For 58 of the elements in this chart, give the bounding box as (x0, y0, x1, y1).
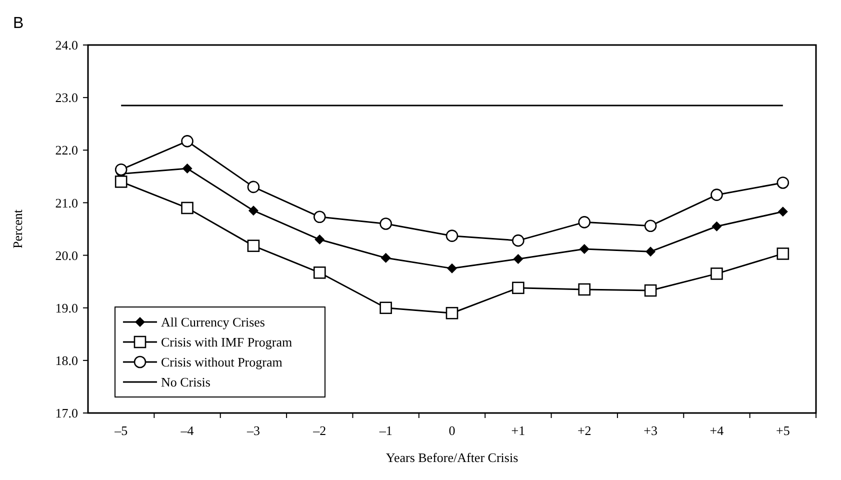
point (578, 216, 591, 228)
x-tick-label: –4 (180, 423, 194, 438)
point (644, 284, 657, 297)
y-axis-title: Percent (10, 209, 25, 248)
point (380, 218, 392, 230)
legend-label: Crisis without Program (161, 354, 282, 370)
point (578, 283, 591, 296)
point (313, 266, 326, 279)
x-tick-label: +5 (776, 423, 790, 438)
y-tick-label: 17.0 (55, 406, 78, 421)
x-tick-label: +4 (710, 423, 724, 438)
point (447, 263, 457, 274)
y-tick-label: 18.0 (55, 352, 78, 368)
x-tick-label: +1 (511, 423, 526, 438)
x-axis-title: Years Before/After Crisis (386, 450, 518, 465)
point (710, 188, 723, 201)
x-tick-label: +3 (644, 423, 658, 438)
x-tick-label: –2 (312, 423, 326, 438)
point (776, 248, 790, 260)
point (114, 176, 128, 188)
point (579, 244, 590, 254)
point (182, 164, 192, 174)
point (446, 306, 458, 320)
point (247, 180, 260, 194)
point (776, 176, 790, 189)
point (380, 302, 392, 314)
point (181, 202, 194, 214)
y-tick-label: 20.0 (55, 248, 78, 263)
point (644, 220, 657, 232)
point (380, 252, 391, 263)
x-tick-label: –3 (246, 423, 260, 438)
y-tick-label: 24.0 (55, 38, 78, 53)
point (446, 230, 458, 242)
point (778, 206, 788, 217)
point (247, 240, 260, 252)
y-tick-label: 21.0 (55, 195, 78, 210)
legend-label: Crisis with IMF Program (161, 334, 292, 350)
point (114, 163, 128, 176)
x-tick-label: –1 (378, 423, 392, 438)
y-tick-label: 23.0 (55, 90, 78, 106)
x-tick-label: 0 (448, 423, 456, 438)
x-tick-label: –5 (114, 423, 128, 438)
point (512, 282, 524, 294)
x-tick-label: +2 (577, 423, 592, 438)
y-tick-label: 22.0 (55, 142, 78, 158)
point (313, 210, 326, 224)
point (513, 254, 524, 264)
legend-label: All Currency Crises (161, 314, 265, 330)
point (710, 268, 723, 280)
point (181, 135, 194, 148)
text: B (13, 15, 24, 32)
point (314, 234, 325, 245)
point (712, 221, 722, 232)
y-tick-label: 19.0 (55, 300, 78, 316)
point (512, 234, 524, 247)
point (248, 206, 258, 216)
point (646, 246, 656, 257)
legend-label: No Crisis (161, 374, 210, 390)
